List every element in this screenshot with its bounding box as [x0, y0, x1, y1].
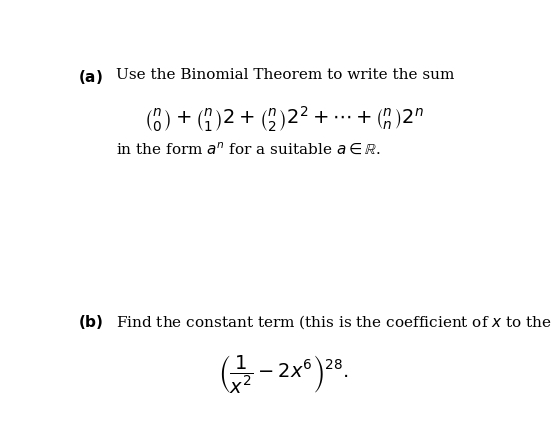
Text: $\mathbf{(a)}$: $\mathbf{(a)}$	[77, 68, 103, 86]
Text: Use the Binomial Theorem to write the sum: Use the Binomial Theorem to write the su…	[116, 68, 455, 82]
Text: in the form $a^n$ for a suitable $a \in \mathbb{R}$.: in the form $a^n$ for a suitable $a \in …	[116, 141, 381, 157]
Text: $\mathbf{(b)}$: $\mathbf{(b)}$	[77, 313, 103, 331]
Text: Find the constant term (this is the coefficient of $x$ to the power zero) in the: Find the constant term (this is the coef…	[116, 313, 553, 332]
Text: $\binom{n}{0} + \binom{n}{1}2 + \binom{n}{2}2^2 + \cdots + \binom{n}{n}2^n$: $\binom{n}{0} + \binom{n}{1}2 + \binom{n…	[144, 104, 423, 134]
Text: $\left(\dfrac{1}{x^2} - 2x^6\right)^{28}.$: $\left(\dfrac{1}{x^2} - 2x^6\right)^{28}…	[218, 353, 349, 395]
